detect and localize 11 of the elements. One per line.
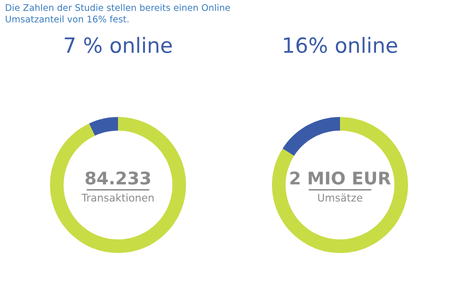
donut-slice (272, 117, 408, 253)
chart-title: 7 % online (64, 36, 172, 54)
donut-slice (89, 117, 118, 136)
donut-slice (50, 117, 186, 253)
text: 84.233 (86, 171, 150, 185)
chart-title: 16% online (284, 36, 398, 54)
text: 2 MIO EUR (290, 171, 391, 185)
text: Transaktionen (82, 194, 154, 202)
chart-subtitle: Die Zahlen der Studie stellen bereits einen Online Umsatzanteil von 16% fest. (6, 4, 230, 22)
text: Umsätze (318, 194, 362, 202)
donut-slice (282, 117, 340, 156)
